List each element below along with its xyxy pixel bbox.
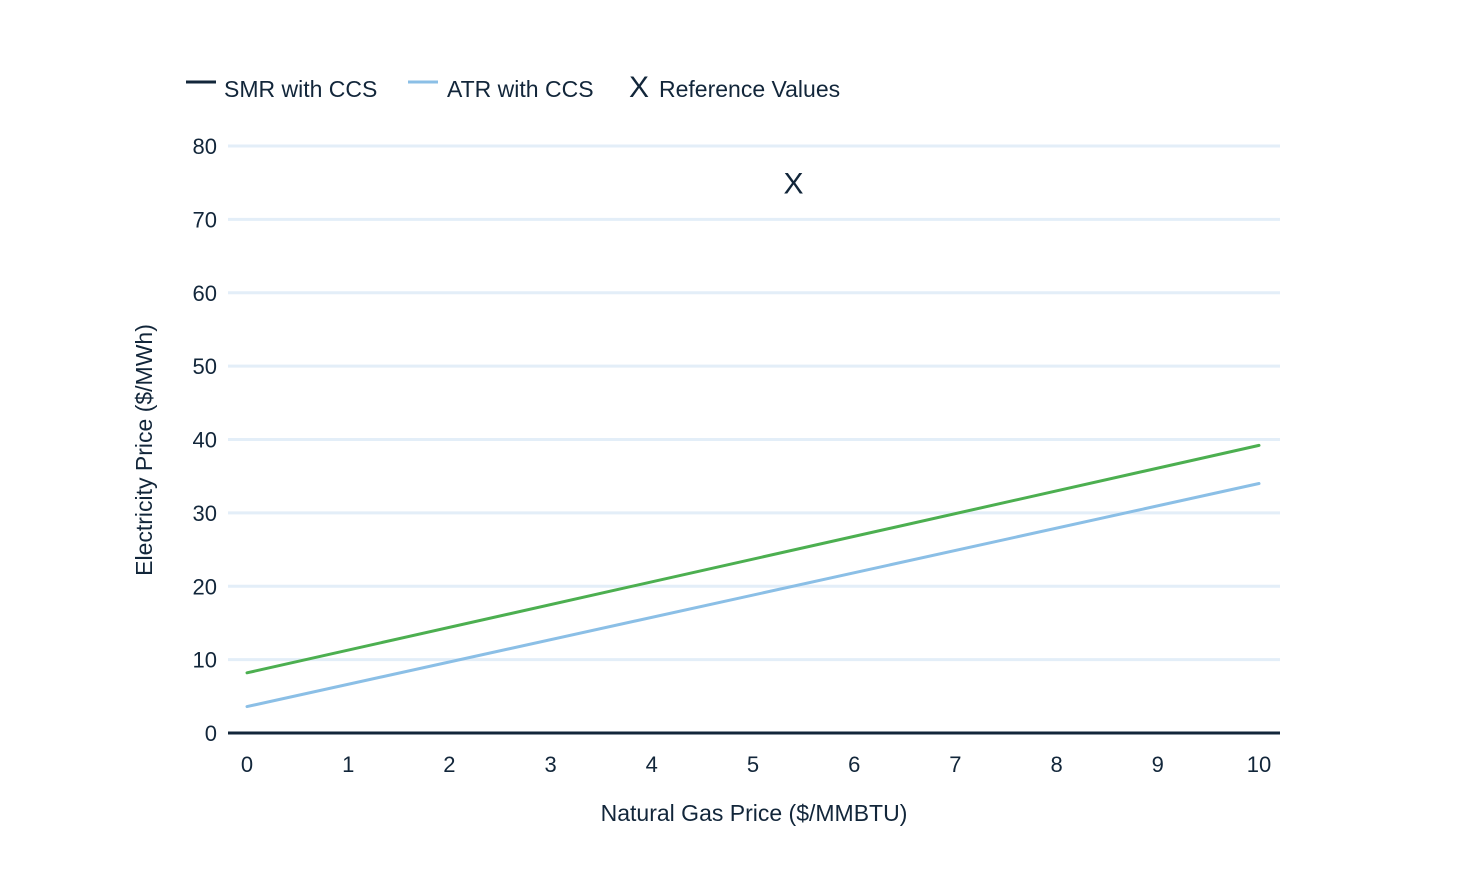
- x-axis-tick-labels: 0 1 2 3 4 5 6 7 8 9 10: [241, 752, 1271, 777]
- y-tick-label-50: 50: [193, 354, 217, 379]
- y-tick-label-10: 10: [193, 648, 217, 673]
- y-axis-title: Electricity Price ($/MWh): [131, 324, 157, 576]
- x-tick-label-7: 7: [949, 752, 961, 777]
- x-tick-label-8: 8: [1050, 752, 1062, 777]
- gridlines: [228, 144, 1280, 662]
- y-tick-label-20: 20: [193, 574, 217, 599]
- legend-label-reference: Reference Values: [659, 76, 840, 102]
- x-tick-label-2: 2: [443, 752, 455, 777]
- y-axis-tick-labels: 0 10 20 30 40 50 60 70 80: [193, 134, 217, 746]
- y-tick-label-60: 60: [193, 281, 217, 306]
- x-tick-label-10: 10: [1247, 752, 1271, 777]
- x-axis-title: Natural Gas Price ($/MMBTU): [601, 800, 908, 826]
- x-tick-label-4: 4: [646, 752, 658, 777]
- y-tick-label-40: 40: [193, 428, 217, 453]
- y-tick-label-80: 80: [193, 134, 217, 159]
- y-tick-label-70: 70: [193, 207, 217, 232]
- x-tick-label-5: 5: [747, 752, 759, 777]
- reference-value-markers: X: [783, 168, 803, 201]
- legend-label-atr: ATR with CCS: [447, 76, 594, 102]
- legend-marker-x: X: [629, 71, 649, 104]
- series-lines: [245, 443, 1261, 709]
- x-tick-label-6: 6: [848, 752, 860, 777]
- x-tick-label-9: 9: [1152, 752, 1164, 777]
- x-tick-label-3: 3: [544, 752, 556, 777]
- series-line-smr-with-ccs: [245, 443, 1261, 675]
- legend-label-smr: SMR with CCS: [224, 76, 377, 102]
- reference-value-marker: X: [783, 168, 803, 201]
- legend: SMR with CCS ATR with CCS X Reference Va…: [186, 71, 840, 104]
- y-tick-label-0: 0: [205, 721, 217, 746]
- x-tick-label-1: 1: [342, 752, 354, 777]
- y-tick-label-30: 30: [193, 501, 217, 526]
- series-line-atr-with-ccs: [245, 482, 1261, 709]
- x-tick-label-0: 0: [241, 752, 253, 777]
